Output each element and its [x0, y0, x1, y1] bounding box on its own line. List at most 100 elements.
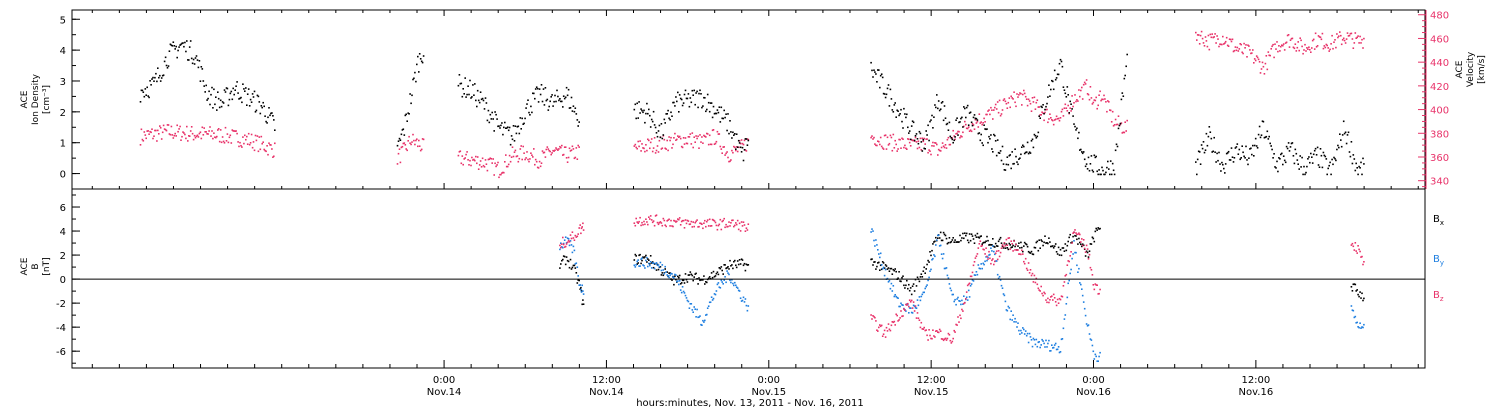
bx-point: [1011, 246, 1013, 248]
bx-point: [994, 246, 996, 248]
bx-point: [1014, 245, 1016, 248]
velocity-point: [400, 146, 403, 149]
velocity-point: [490, 158, 493, 160]
by-point: [925, 285, 927, 288]
by-point: [993, 250, 995, 253]
by-point: [1060, 338, 1063, 341]
bx-point: [1094, 230, 1097, 233]
density-point: [1310, 152, 1312, 155]
velocity-point: [185, 137, 187, 140]
bx-point: [930, 254, 932, 257]
density-point: [1119, 122, 1122, 125]
bx-point: [939, 231, 942, 234]
by-point: [923, 291, 925, 294]
velocity-point: [1279, 50, 1281, 52]
bz-point: [668, 218, 670, 221]
bx-point: [677, 275, 679, 278]
by-point: [580, 291, 583, 293]
density-point: [1014, 148, 1016, 150]
velocity-point: [714, 142, 717, 145]
velocity-point: [222, 140, 225, 143]
density-point: [470, 97, 472, 99]
bz-point: [952, 337, 954, 340]
by-point: [1025, 334, 1028, 337]
density-point: [1227, 150, 1230, 153]
density-point: [186, 40, 188, 42]
velocity-point: [654, 152, 657, 154]
velocity-point: [527, 158, 529, 161]
density-point: [577, 125, 579, 127]
bx-point: [995, 245, 998, 247]
bx-point: [691, 274, 694, 277]
density-point: [163, 60, 166, 63]
density-point: [1089, 163, 1092, 165]
density-point: [149, 80, 151, 82]
bx-point: [660, 274, 663, 276]
by-point: [981, 267, 983, 270]
density-point: [1248, 157, 1250, 159]
density-point: [1218, 151, 1220, 154]
density-point: [956, 117, 958, 119]
density-point: [725, 113, 727, 115]
velocity-point: [1060, 110, 1063, 113]
density-point: [935, 106, 937, 109]
by-point: [1362, 326, 1364, 329]
density-point: [272, 115, 274, 117]
bx-point: [1056, 253, 1059, 255]
bx-point: [1044, 235, 1046, 237]
velocity-point: [929, 150, 931, 152]
density-point: [1282, 155, 1285, 157]
velocity-point: [224, 126, 227, 129]
velocity-point: [522, 145, 524, 148]
density-point: [649, 114, 651, 117]
density-point: [494, 111, 496, 113]
velocity-point: [1264, 62, 1267, 65]
bx-point: [918, 280, 921, 283]
bx-point: [706, 281, 708, 284]
velocity-point: [724, 154, 726, 156]
density-point: [488, 121, 491, 124]
velocity-point: [146, 130, 148, 132]
density-point: [650, 118, 653, 121]
velocity-point: [496, 164, 498, 166]
by-point: [728, 273, 730, 276]
velocity-point: [944, 144, 947, 146]
velocity-point: [896, 150, 898, 152]
density-point: [143, 95, 146, 98]
by-point: [1036, 345, 1039, 348]
by-point: [744, 298, 747, 300]
by-point: [740, 300, 743, 302]
bz-point: [979, 240, 982, 242]
y-tick-label-b: 0: [60, 275, 66, 286]
velocity-point: [477, 168, 480, 170]
velocity-point: [258, 136, 261, 138]
bx-point: [882, 262, 885, 264]
bz-point: [921, 328, 924, 330]
density-point: [1074, 125, 1076, 128]
velocity-point: [196, 134, 199, 137]
bx-point: [1049, 241, 1051, 243]
density-point: [249, 98, 252, 101]
density-point: [1280, 153, 1282, 156]
velocity-point: [1315, 46, 1318, 48]
density-point: [1054, 78, 1057, 81]
by-point: [697, 316, 699, 319]
density-point: [529, 114, 531, 116]
velocity-point: [912, 139, 915, 142]
bx-point: [707, 277, 710, 280]
density-point: [406, 120, 408, 122]
density-point: [1353, 158, 1356, 160]
density-point: [965, 106, 968, 109]
bz-point: [949, 339, 952, 342]
y-axis-label-velocity-line: ACE: [1455, 60, 1465, 78]
density-point: [932, 127, 934, 129]
velocity-point: [180, 139, 182, 141]
bz-point: [1036, 283, 1039, 286]
density-point: [500, 124, 502, 127]
by-point: [1095, 355, 1097, 358]
by-point: [967, 289, 970, 292]
by-point: [636, 260, 638, 263]
velocity-point: [1014, 101, 1016, 104]
velocity-point: [739, 142, 742, 145]
bz-point: [1083, 247, 1086, 250]
